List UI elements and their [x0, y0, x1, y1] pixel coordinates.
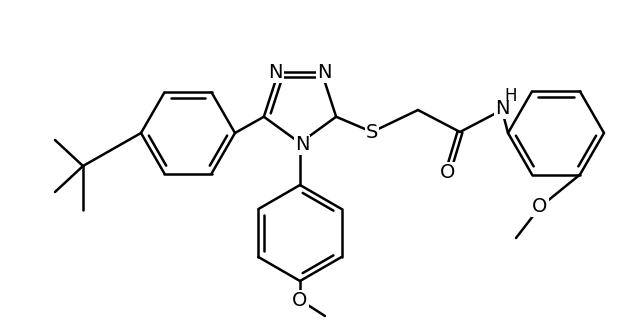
Text: N: N — [295, 136, 309, 155]
Text: O: O — [440, 163, 456, 182]
Text: S: S — [366, 122, 378, 141]
Text: N: N — [317, 63, 332, 82]
Text: H: H — [505, 87, 517, 105]
Text: N: N — [268, 63, 283, 82]
Text: O: O — [532, 197, 548, 216]
Text: O: O — [292, 291, 308, 310]
Text: N: N — [495, 99, 509, 118]
